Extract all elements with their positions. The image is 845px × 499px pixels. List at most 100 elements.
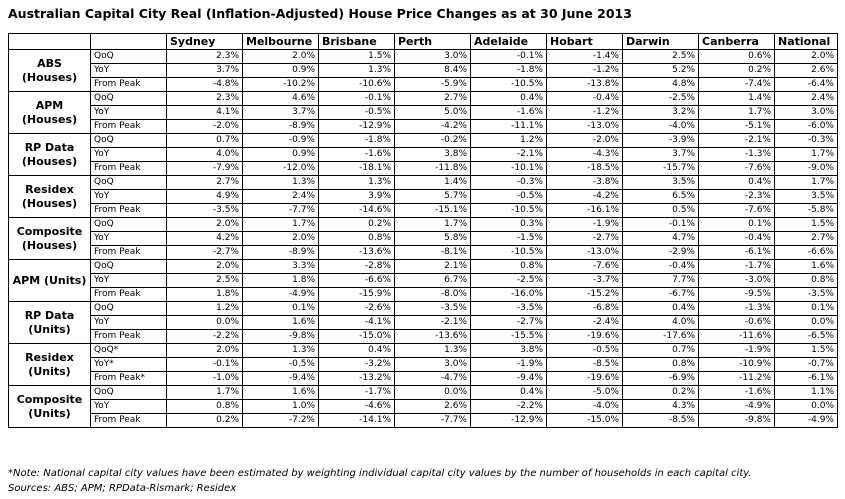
value-cell: -15.0% [318, 329, 395, 344]
value-cell: -2.0% [166, 119, 243, 134]
value-cell: 2.3% [166, 91, 243, 106]
value-cell: 1.5% [774, 343, 838, 358]
value-cell: -3.7% [546, 273, 623, 288]
table-row: APM (Houses) QoQ 2.3% 4.6% -0.1% 2.7% 0.4% -0.4… [8, 91, 838, 134]
value-cell: -7.6% [698, 203, 775, 218]
value-cell: 2.5% [622, 49, 699, 64]
value-cell: -0.1% [166, 357, 243, 372]
value-cell: -7.9% [166, 161, 243, 176]
value-cell: 0.6% [698, 49, 775, 64]
value-cell: -5.9% [394, 77, 471, 92]
value-cell: 3.9% [318, 189, 395, 204]
value-cell: -2.7% [166, 245, 243, 260]
value-cell: 0.8% [774, 273, 838, 288]
value-cell: 2.5% [166, 273, 243, 288]
value-cell: 0.4% [470, 385, 547, 400]
metric-label: QoQ [90, 91, 167, 106]
value-cell: -0.2% [394, 133, 471, 148]
table-row: YoY 0.8% 1.0% -4.6% 2.6% -2.2% -4.0% 4.3% -4.9% 0… [9, 399, 838, 414]
value-cell: 1.7% [774, 147, 838, 162]
value-cell: -10.5% [470, 77, 547, 92]
value-cell: -11.1% [470, 119, 547, 134]
value-cell: 4.2% [166, 231, 243, 246]
value-cell: 0.4% [698, 175, 775, 190]
table-row: YoY 4.1% 3.7% -0.5% 5.0% -1.6% -1.2% 3.2% 1.7% 3.… [9, 105, 838, 120]
metric-label: From Peak [90, 245, 167, 260]
value-cell: -1.3% [698, 147, 775, 162]
value-cell: -1.9% [546, 217, 623, 232]
value-cell: 1.8% [166, 287, 243, 302]
value-cell: -16.0% [470, 287, 547, 302]
value-cell: -9.8% [242, 329, 319, 344]
price-changes-table: Sydney Melbourne Brisbane Perth Adelaide… [8, 33, 838, 428]
value-cell: -2.2% [166, 329, 243, 344]
value-cell: 0.9% [242, 63, 319, 78]
value-cell: 1.3% [242, 175, 319, 190]
value-cell: 1.2% [470, 133, 547, 148]
value-cell: -4.0% [622, 119, 699, 134]
value-cell: -4.9% [774, 413, 838, 428]
value-cell: 3.7% [622, 147, 699, 162]
value-cell: -4.7% [394, 371, 471, 386]
value-cell: 1.1% [774, 385, 838, 400]
value-cell: -9.8% [698, 413, 775, 428]
value-cell: 1.4% [394, 175, 471, 190]
value-cell: -10.9% [698, 357, 775, 372]
value-cell: -3.2% [318, 357, 395, 372]
value-cell: 0.1% [242, 301, 319, 316]
table-row: Composite (Units) QoQ 1.7% 1.6% -1.7% 0.0% 0.4… [8, 385, 838, 428]
value-cell: -13.8% [546, 77, 623, 92]
value-cell: 0.7% [622, 343, 699, 358]
metric-label: QoQ [90, 217, 167, 232]
value-cell: 4.9% [166, 189, 243, 204]
metric-label: YoY [90, 147, 167, 162]
value-cell: -0.5% [470, 189, 547, 204]
value-cell: 2.0% [242, 49, 319, 64]
table-row: Composite (Houses) QoQ 2.0% 1.7% 0.2% 1.7% 0.3… [8, 217, 838, 260]
value-cell: -17.6% [622, 329, 699, 344]
value-cell: -6.9% [622, 371, 699, 386]
value-cell: -6.8% [546, 301, 623, 316]
value-cell: -7.4% [698, 77, 775, 92]
note-text: *Note: National capital city values have… [8, 468, 752, 479]
value-cell: 4.6% [242, 91, 319, 106]
metric-label: YoY [90, 105, 167, 120]
value-cell: 1.7% [774, 175, 838, 190]
value-cell: 4.1% [166, 105, 243, 120]
value-cell: -2.2% [470, 399, 547, 414]
value-cell: -0.1% [622, 217, 699, 232]
value-cell: -0.5% [318, 105, 395, 120]
value-cell: 2.6% [394, 399, 471, 414]
value-cell: -2.1% [394, 315, 471, 330]
value-cell: 2.0% [166, 217, 243, 232]
value-cell: 1.6% [774, 259, 838, 274]
metric-label: From Peak* [90, 371, 167, 386]
row-group-label: APM (Houses) [8, 91, 91, 134]
value-cell: -0.9% [242, 133, 319, 148]
value-cell: -4.0% [546, 399, 623, 414]
value-cell: 4.7% [622, 231, 699, 246]
value-cell: -8.5% [622, 413, 699, 428]
value-cell: 3.5% [774, 189, 838, 204]
value-cell: -11.6% [698, 329, 775, 344]
value-cell: 0.4% [622, 301, 699, 316]
value-cell: -1.0% [166, 371, 243, 386]
value-cell: -6.6% [774, 245, 838, 260]
value-cell: 1.7% [166, 385, 243, 400]
col-header-national: National [774, 33, 838, 50]
metric-label: YoY [90, 399, 167, 414]
value-cell: 5.0% [394, 105, 471, 120]
metric-label: From Peak [90, 329, 167, 344]
metric-label: From Peak [90, 119, 167, 134]
metric-label: From Peak [90, 413, 167, 428]
table-row: YoY 2.5% 1.8% -6.6% 6.7% -2.5% -3.7% 7.7% -3.0% 0… [9, 273, 838, 288]
value-cell: -4.2% [394, 119, 471, 134]
value-cell: -7.6% [698, 161, 775, 176]
col-header-sydney: Sydney [166, 33, 243, 50]
value-cell: -4.8% [166, 77, 243, 92]
value-cell: 2.4% [774, 91, 838, 106]
value-cell: 1.4% [698, 91, 775, 106]
value-cell: -4.2% [546, 189, 623, 204]
value-cell: -3.5% [774, 287, 838, 302]
value-cell: -7.6% [546, 259, 623, 274]
